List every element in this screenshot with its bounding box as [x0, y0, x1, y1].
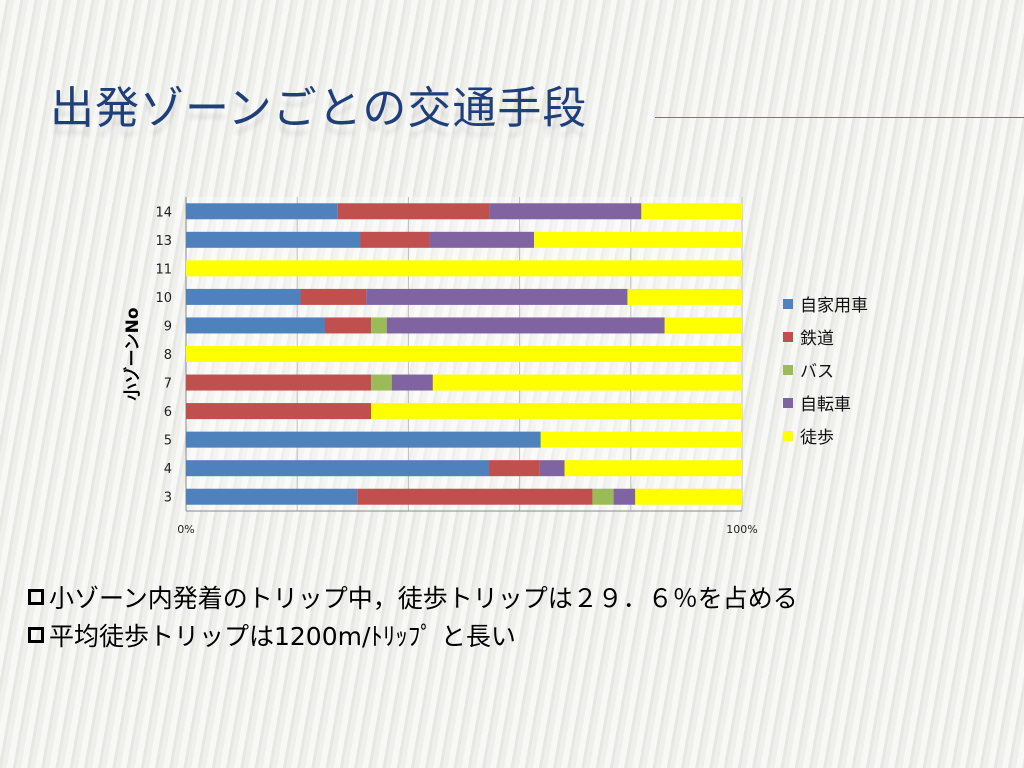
bar-segment: [186, 288, 301, 305]
bar-segment: [186, 346, 742, 362]
bar-segment: [539, 460, 565, 477]
legend-swatch: [783, 331, 793, 342]
bar-segment: [641, 203, 742, 220]
chart-legend: 自家用車鉄道バス自転車徒歩: [783, 287, 868, 452]
legend-swatch: [783, 397, 793, 408]
slide-title: 出発ゾーンごとの交通手段: [50, 83, 588, 134]
y-tick-label: 6: [164, 405, 172, 420]
bar-segment: [534, 231, 742, 248]
bar-segment: [186, 317, 325, 334]
bar-segment: [386, 317, 665, 334]
square-bullet-icon: [28, 589, 44, 605]
bar-segment: [186, 203, 338, 220]
bar-segment: [186, 374, 372, 391]
bar-segment: [627, 288, 742, 305]
bar-segment: [325, 317, 372, 334]
bullet-text: 平均徒歩トリップは1200m/ﾄﾘｯﾌﾟ と長い: [49, 622, 516, 651]
legend-swatch: [783, 430, 793, 441]
bar-segment: [613, 488, 636, 505]
y-tick-label: 3: [164, 491, 172, 506]
legend-item: 自転車: [783, 386, 868, 419]
x-tick-label: 100%: [726, 523, 757, 536]
y-tick-label: 14: [155, 205, 172, 220]
bar-segment: [432, 374, 742, 391]
bar-segment: [186, 488, 358, 505]
y-tick-label: 11: [155, 262, 172, 277]
bar-segment: [357, 488, 593, 505]
title-underline: [655, 117, 1024, 118]
x-tick-label: 0%: [177, 523, 194, 536]
stacked-bar-chart: 14 13 11 10 9 8 7 6 5 4 3 0% 100% 小ゾーンNo: [123, 197, 758, 536]
legend-label: 自転車: [800, 395, 851, 415]
bar-segment: [186, 431, 541, 448]
bar-segment: [186, 403, 372, 420]
bar-segment: [360, 231, 430, 248]
legend-label: バス: [800, 362, 834, 382]
bar-segment: [635, 488, 742, 505]
bar-segment: [391, 374, 433, 391]
legend-label: 徒歩: [800, 428, 834, 448]
bar-segment: [186, 260, 742, 277]
bar-segment: [664, 317, 742, 334]
bar-segment: [371, 374, 392, 391]
bar-segment: [366, 288, 628, 305]
legend-swatch: [783, 298, 793, 309]
bar-segment: [337, 203, 490, 220]
legend-item: 徒歩: [783, 419, 868, 452]
legend-item: 自家用車: [783, 287, 868, 320]
bullet-item: 平均徒歩トリップは1200m/ﾄﾘｯﾌﾟ と長い: [28, 616, 798, 654]
bar-segment: [300, 288, 367, 305]
y-axis-title: 小ゾーンNo: [123, 307, 143, 400]
square-bullet-icon: [28, 627, 44, 643]
legend-label: 自家用車: [800, 296, 868, 316]
bar-segment: [489, 460, 540, 477]
bar-segment: [564, 460, 742, 477]
bar-segment: [186, 231, 361, 248]
y-tick-label: 4: [164, 462, 172, 477]
legend-swatch: [783, 364, 793, 375]
bar-segment: [429, 231, 535, 248]
bullet-item: 小ゾーン内発着のトリップ中，徒歩トリップは２９．６％を占める: [28, 578, 798, 616]
legend-label: 鉄道: [800, 329, 834, 349]
legend-item: バス: [783, 353, 868, 386]
y-tick-label: 9: [164, 319, 172, 334]
bar-segment: [371, 317, 387, 334]
bar-segment: [592, 488, 614, 505]
y-tick-label: 13: [155, 234, 172, 249]
bar-segment: [540, 431, 742, 448]
legend-item: 鉄道: [783, 320, 868, 353]
y-tick-label: 8: [164, 348, 172, 363]
y-tick-label: 10: [155, 291, 172, 306]
bullet-list: 小ゾーン内発着のトリップ中，徒歩トリップは２９．６％を占める 平均徒歩トリップは…: [28, 578, 798, 654]
bar-segment: [489, 203, 642, 220]
bullet-text: 小ゾーン内発着のトリップ中，徒歩トリップは２９．６％を占める: [49, 584, 798, 613]
bar-segment: [371, 403, 742, 420]
y-tick-label: 7: [164, 377, 172, 392]
y-tick-label: 5: [164, 434, 172, 449]
bar-segment: [186, 460, 490, 477]
